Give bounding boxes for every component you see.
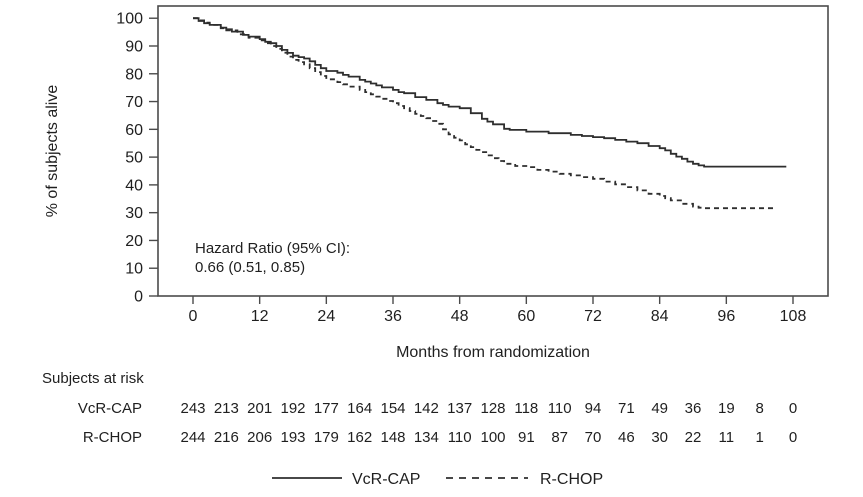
at-risk-value: 216 bbox=[214, 429, 239, 446]
legend-label-rchop: R-CHOP bbox=[540, 471, 603, 488]
at-risk-value: 0 bbox=[789, 429, 797, 446]
at-risk-value: 192 bbox=[280, 400, 305, 417]
x-tick-label: 24 bbox=[317, 308, 335, 325]
at-risk-header: Subjects at risk bbox=[42, 370, 144, 387]
y-axis-ticks: 0 10 20 30 40 50 60 70 80 90 100 bbox=[116, 11, 158, 306]
x-tick-label: 72 bbox=[584, 308, 602, 325]
at-risk-value: 177 bbox=[314, 400, 339, 417]
at-risk-value: 244 bbox=[180, 429, 205, 446]
x-tick-label: 48 bbox=[451, 308, 469, 325]
y-tick-label: 30 bbox=[125, 205, 143, 222]
y-tick-label: 60 bbox=[125, 122, 143, 139]
at-risk-value: 49 bbox=[651, 400, 668, 417]
at-risk-value: 1 bbox=[755, 429, 763, 446]
at-risk-row-label-vcrcap: VcR-CAP bbox=[78, 400, 142, 417]
at-risk-value: 206 bbox=[247, 429, 272, 446]
x-tick-label: 84 bbox=[651, 308, 669, 325]
x-tick-label: 36 bbox=[384, 308, 402, 325]
at-risk-value: 213 bbox=[214, 400, 239, 417]
y-tick-label: 0 bbox=[134, 289, 143, 306]
y-tick-label: 90 bbox=[125, 38, 143, 55]
x-axis-title: Months from randomization bbox=[396, 344, 590, 361]
at-risk-value: 8 bbox=[755, 400, 763, 417]
at-risk-table: Subjects at risk VcR-CAP R-CHOP 243 213 20… bbox=[42, 370, 797, 446]
at-risk-value: 94 bbox=[585, 400, 602, 417]
at-risk-value: 71 bbox=[618, 400, 635, 417]
hazard-ratio-line1: Hazard Ratio (95% CI): bbox=[195, 240, 350, 257]
y-axis-title: % of subjects alive bbox=[44, 85, 61, 218]
survival-curves bbox=[193, 17, 787, 210]
r-chop-curve bbox=[193, 17, 773, 210]
y-tick-label: 40 bbox=[125, 177, 143, 194]
at-risk-value: 179 bbox=[314, 429, 339, 446]
x-tick-label: 12 bbox=[251, 308, 269, 325]
y-tick-label: 20 bbox=[125, 233, 143, 250]
at-risk-row-label-rchop: R-CHOP bbox=[83, 429, 142, 446]
at-risk-value: 142 bbox=[414, 400, 439, 417]
y-tick-label: 10 bbox=[125, 261, 143, 278]
at-risk-value: 148 bbox=[380, 429, 405, 446]
y-tick-label: 70 bbox=[125, 94, 143, 111]
legend-label-vcrcap: VcR-CAP bbox=[352, 471, 420, 488]
at-risk-value: 100 bbox=[480, 429, 505, 446]
at-risk-value: 193 bbox=[280, 429, 305, 446]
at-risk-value: 70 bbox=[585, 429, 602, 446]
at-risk-value: 46 bbox=[618, 429, 635, 446]
x-tick-label: 60 bbox=[517, 308, 535, 325]
at-risk-value: 30 bbox=[651, 429, 668, 446]
at-risk-value: 36 bbox=[685, 400, 702, 417]
at-risk-value: 0 bbox=[789, 400, 797, 417]
x-axis-ticks: 0 12 24 36 48 60 72 84 96 108 bbox=[189, 296, 807, 325]
at-risk-value: 19 bbox=[718, 400, 735, 417]
x-tick-label: 0 bbox=[189, 308, 198, 325]
vcr-cap-curve bbox=[193, 17, 787, 168]
at-risk-value: 243 bbox=[180, 400, 205, 417]
at-risk-value: 118 bbox=[514, 400, 538, 417]
x-tick-label: 108 bbox=[780, 308, 807, 325]
at-risk-value: 201 bbox=[247, 400, 272, 417]
hazard-ratio-annotation: Hazard Ratio (95% CI): 0.66 (0.51, 0.85) bbox=[195, 240, 350, 276]
at-risk-value: 137 bbox=[447, 400, 472, 417]
at-risk-value: 110 bbox=[548, 400, 572, 417]
at-risk-value: 154 bbox=[380, 400, 405, 417]
at-risk-value: 11 bbox=[719, 429, 735, 446]
at-risk-value: 91 bbox=[518, 429, 535, 446]
at-risk-value: 87 bbox=[551, 429, 568, 446]
at-risk-value: 110 bbox=[448, 429, 472, 446]
plot-frame bbox=[157, 5, 829, 297]
at-risk-values: 243 213 201 192 177 164 154 142 137 128 118 110 94 71… bbox=[180, 400, 797, 446]
x-tick-label: 96 bbox=[717, 308, 735, 325]
y-tick-label: 100 bbox=[116, 11, 143, 28]
legend: VcR-CAP R-CHOP bbox=[272, 471, 603, 488]
at-risk-value: 162 bbox=[347, 429, 372, 446]
at-risk-value: 128 bbox=[480, 400, 505, 417]
y-tick-label: 50 bbox=[125, 150, 143, 167]
at-risk-value: 134 bbox=[414, 429, 439, 446]
hazard-ratio-line2: 0.66 (0.51, 0.85) bbox=[195, 259, 305, 276]
at-risk-value: 164 bbox=[347, 400, 372, 417]
at-risk-value: 22 bbox=[685, 429, 702, 446]
y-tick-label: 80 bbox=[125, 66, 143, 83]
